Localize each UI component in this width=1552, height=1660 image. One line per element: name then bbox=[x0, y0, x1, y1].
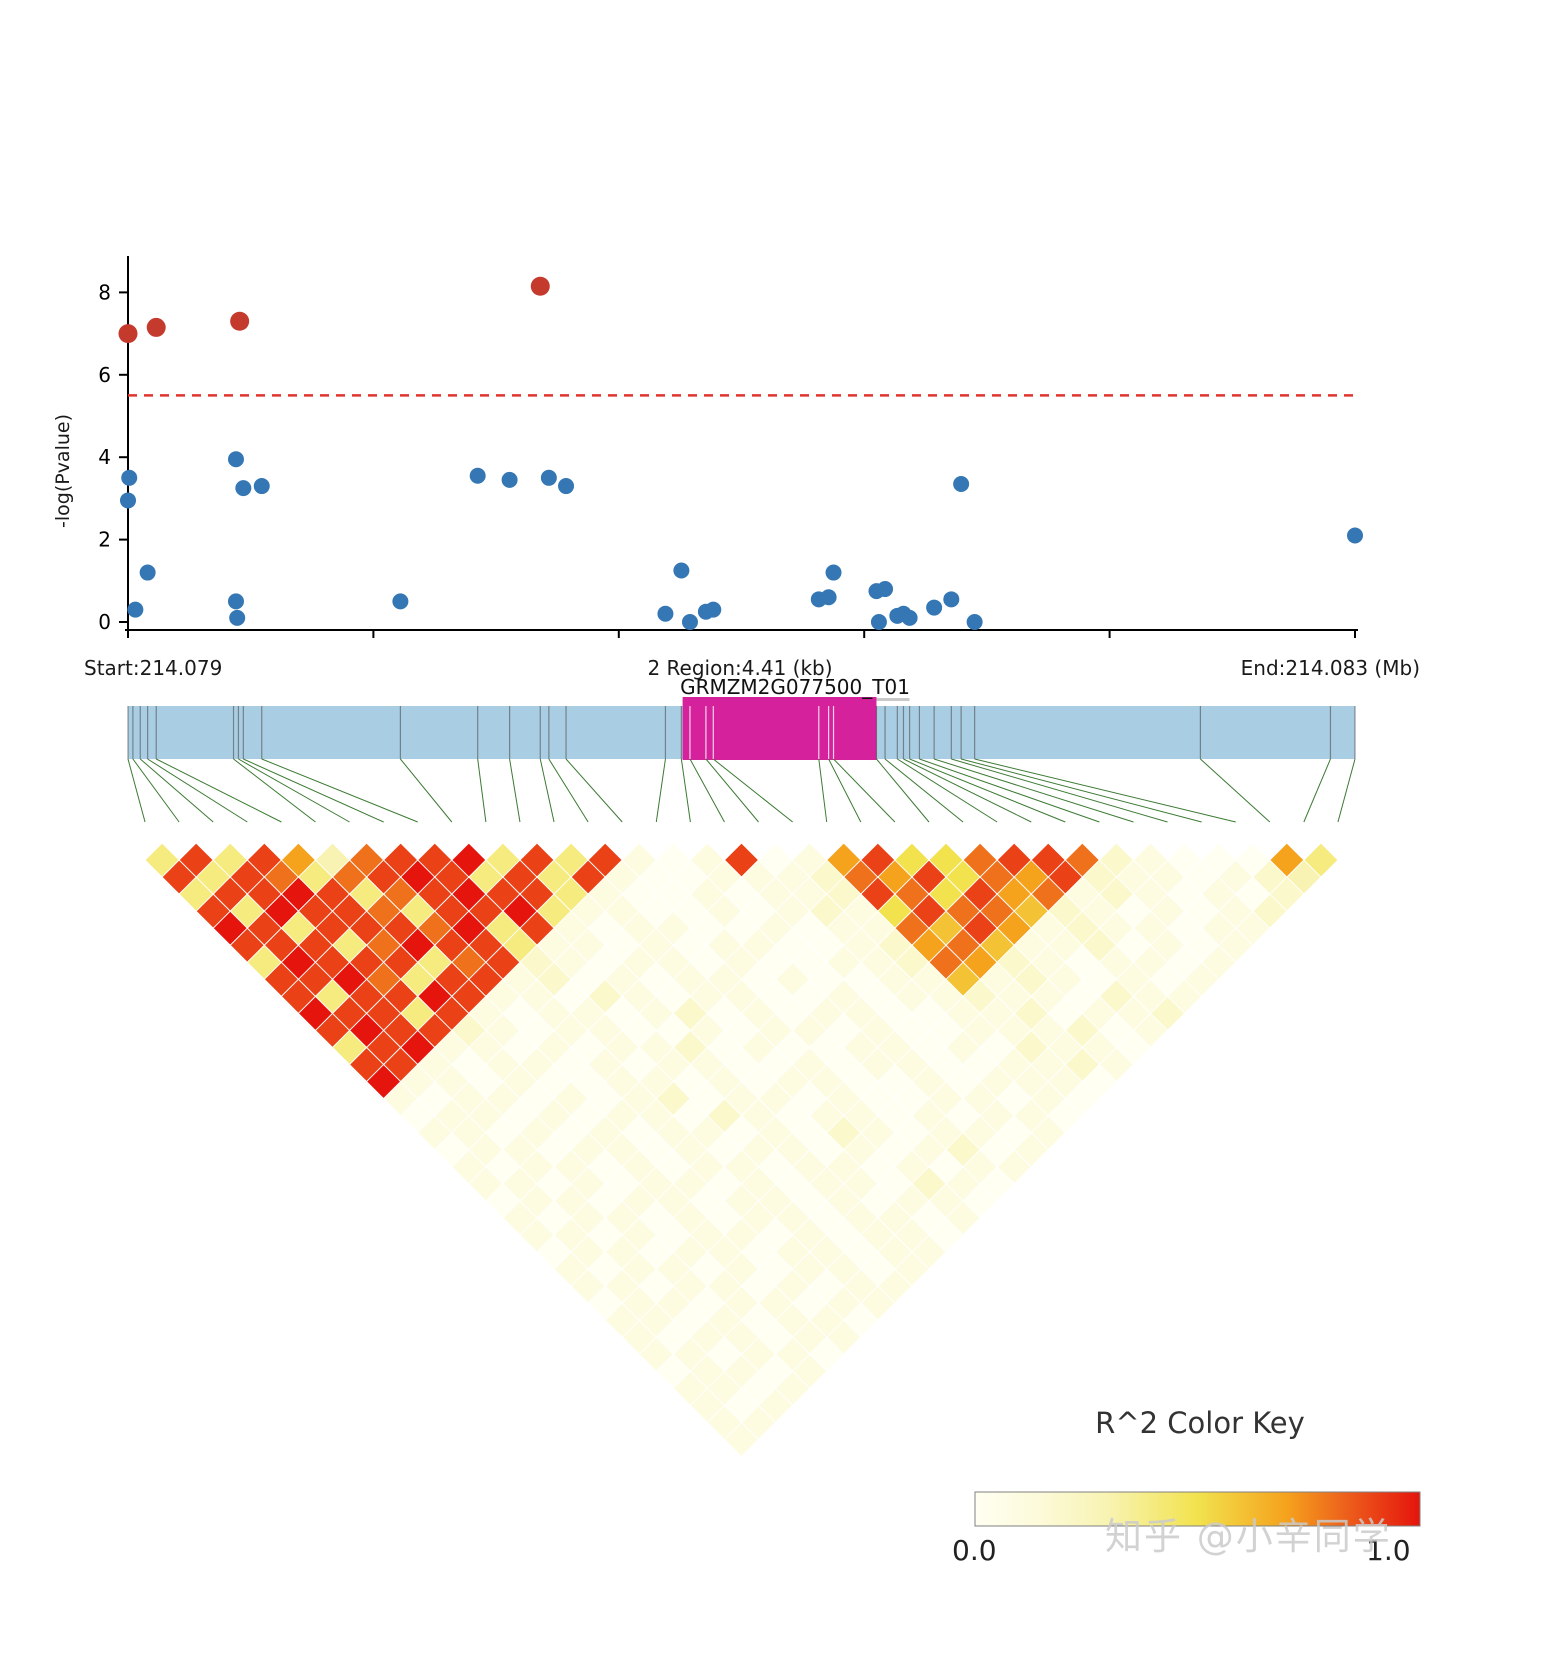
scatter-point bbox=[681, 614, 698, 630]
scatter-point bbox=[235, 480, 252, 497]
scatter-point bbox=[1347, 527, 1363, 544]
y-tick-label: 4 bbox=[98, 445, 111, 469]
snp-connector-line bbox=[509, 758, 521, 823]
snp-connector-line bbox=[818, 758, 828, 823]
snp-connector-line bbox=[1303, 758, 1331, 823]
snp-connector-line bbox=[828, 758, 862, 823]
scatter-series-below-threshold bbox=[120, 451, 1363, 630]
ld-heatmap bbox=[144, 842, 1339, 1458]
scatter-point bbox=[127, 601, 144, 618]
region-size-label: 2 Region:4.41 (kb) bbox=[647, 656, 833, 680]
y-tick-label: 6 bbox=[98, 363, 111, 387]
transcript-bar bbox=[682, 697, 877, 702]
region-end-label: End:214.083 (Mb) bbox=[1240, 656, 1420, 680]
watermark: 知乎 @小辛同学 bbox=[1105, 1515, 1392, 1558]
snp-connector-line bbox=[903, 758, 1032, 823]
snp-connector-line bbox=[548, 758, 589, 823]
snp-connector-line bbox=[400, 758, 453, 823]
y-tick-label: 8 bbox=[98, 280, 111, 304]
region-start-label: Start:214.079 bbox=[84, 656, 223, 680]
color-key-min-label: 0.0 bbox=[952, 1534, 997, 1567]
scatter-point bbox=[121, 469, 138, 486]
snp-connector-line bbox=[933, 758, 1134, 823]
scatter-point bbox=[870, 614, 887, 630]
scatter-point bbox=[120, 492, 136, 509]
gene-name-label: GRMZM2G077500_T01 bbox=[680, 675, 910, 699]
snp-connector-line bbox=[477, 758, 487, 823]
scatter-point bbox=[392, 593, 409, 610]
scatter-point bbox=[966, 614, 983, 630]
scatter-point bbox=[657, 605, 674, 622]
snp-connector-line bbox=[909, 758, 1066, 823]
snp-connector-line bbox=[539, 758, 555, 823]
scatter-point bbox=[227, 451, 244, 468]
scatter-point bbox=[540, 469, 557, 486]
scatter-point bbox=[943, 591, 960, 608]
snp-connector-line bbox=[155, 758, 282, 823]
ld-cell bbox=[723, 1421, 760, 1458]
scatter-point bbox=[877, 581, 894, 598]
snp-connector-line bbox=[233, 758, 316, 823]
scatter-point bbox=[230, 311, 250, 331]
snp-connector-line bbox=[919, 758, 1100, 823]
scatter-point bbox=[253, 478, 270, 495]
scatter-point bbox=[501, 471, 518, 488]
scatter-point bbox=[229, 609, 246, 626]
scatter-point bbox=[118, 324, 138, 344]
scatter-point bbox=[530, 276, 550, 296]
scatter-point bbox=[469, 467, 486, 484]
snp-connector-line bbox=[680, 758, 691, 823]
scatter-point bbox=[558, 478, 575, 495]
snp-connector-line bbox=[884, 758, 964, 823]
snp-connector-line bbox=[1337, 758, 1356, 823]
y-tick-label: 0 bbox=[98, 610, 111, 634]
scatter-point bbox=[139, 564, 156, 581]
color-key-gradient-bar bbox=[974, 1491, 1421, 1527]
snp-connector-line bbox=[139, 758, 214, 823]
snp-connector-line bbox=[127, 758, 146, 823]
snp-connector-line bbox=[951, 758, 1168, 823]
scatter-point bbox=[227, 593, 244, 610]
color-key-title: R^2 Color Key bbox=[1095, 1406, 1305, 1440]
snp-connector-line bbox=[1200, 758, 1271, 823]
snp-connector-line bbox=[961, 758, 1202, 823]
scatter-point bbox=[820, 589, 837, 606]
scatter-point bbox=[926, 599, 943, 616]
snp-connector-line bbox=[876, 758, 930, 823]
transcript-utr-bar bbox=[876, 698, 910, 701]
scatter-point bbox=[953, 475, 970, 492]
snp-connector-line bbox=[132, 758, 180, 823]
snp-connector-line bbox=[565, 758, 623, 823]
snp-connector-line bbox=[689, 758, 725, 823]
snp-connector-line bbox=[261, 758, 418, 823]
gene-body bbox=[682, 701, 877, 760]
color-key-max-label: 1.0 bbox=[1366, 1534, 1411, 1567]
snp-connector-line bbox=[238, 758, 350, 823]
scatter-series-above-threshold bbox=[118, 276, 550, 344]
y-tick-label: 2 bbox=[98, 528, 111, 552]
scatter-point bbox=[825, 564, 842, 581]
scatter-point bbox=[146, 317, 166, 337]
snp-connector-line bbox=[712, 758, 793, 823]
snp-connector-line bbox=[147, 758, 248, 823]
y-axis-label: -log(Pvalue) bbox=[52, 414, 74, 528]
snp-connector-line bbox=[833, 758, 896, 823]
scatter-point bbox=[705, 601, 722, 618]
snp-connector-line bbox=[897, 758, 998, 823]
snp-connector-line bbox=[655, 758, 666, 823]
snp-connector-line bbox=[974, 758, 1236, 823]
snp-connector-line bbox=[243, 758, 384, 823]
scatter-point bbox=[901, 609, 918, 626]
scatter-point bbox=[673, 562, 690, 579]
snp-connector-line bbox=[705, 758, 759, 823]
